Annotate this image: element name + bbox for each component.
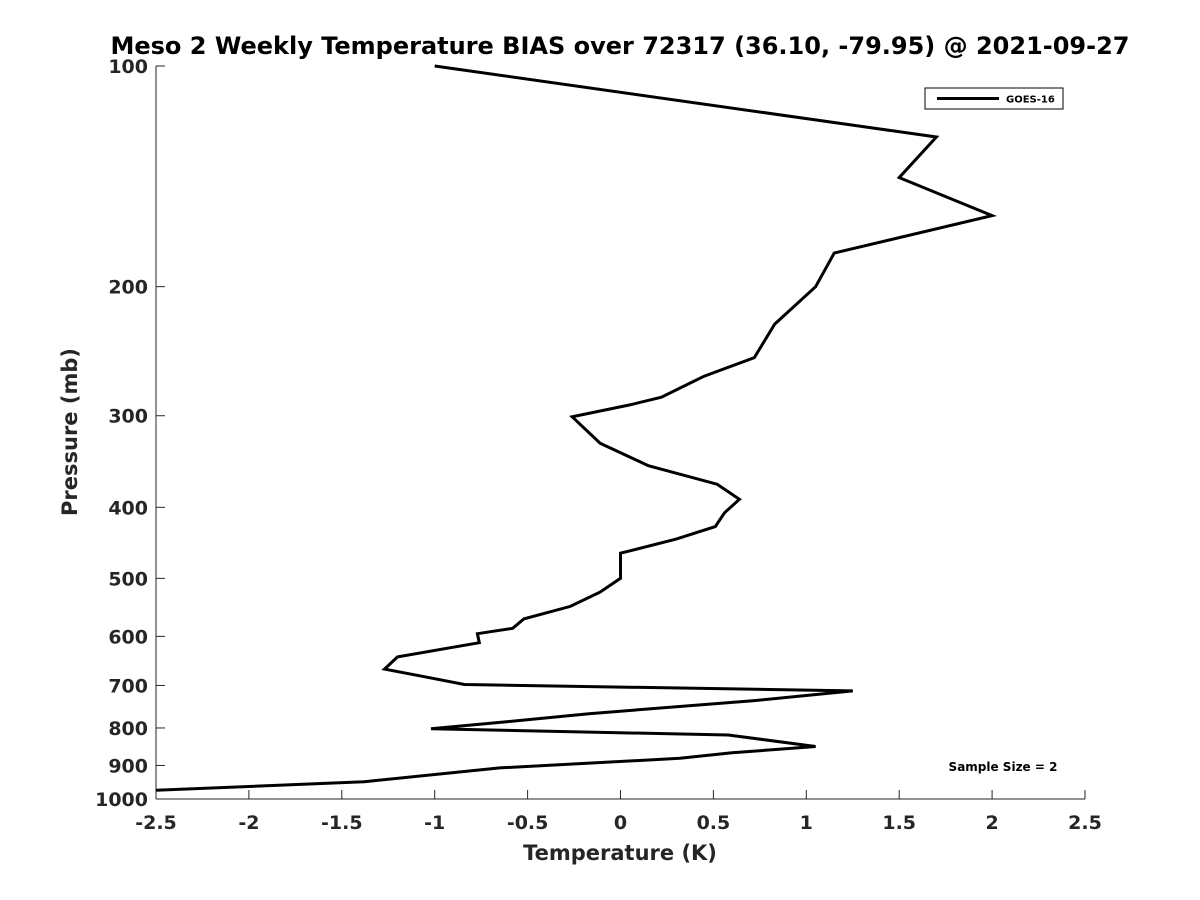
x-tick-label: 2 (985, 812, 998, 834)
y-tick-label: 900 (108, 755, 148, 777)
y-tick-label: 1000 (95, 789, 148, 811)
legend-label: GOES-16 (1006, 95, 1055, 106)
x-tick-label: 2.5 (1068, 812, 1102, 834)
x-tick-label: -0.5 (507, 812, 549, 834)
plot-area (156, 66, 1085, 799)
y-tick-label: 500 (108, 568, 148, 590)
y-tick-label: 100 (108, 56, 148, 78)
y-tick-label: 200 (108, 277, 148, 299)
y-tick-label: 600 (108, 626, 148, 648)
series-line-0 (155, 64, 997, 792)
x-tick-label: -2.5 (135, 812, 177, 834)
x-tick-label: -1.5 (321, 812, 363, 834)
y-tick-label: 700 (108, 675, 148, 697)
sample-size-annotation: Sample Size = 2 (949, 760, 1058, 774)
legend: GOES-16 (924, 87, 1064, 110)
x-axis-label: Temperature (K) (523, 841, 717, 865)
y-tick-label: 800 (108, 718, 148, 740)
x-tick-label: -2 (238, 812, 259, 834)
x-tick-label: 1 (800, 812, 813, 834)
chart-title: Meso 2 Weekly Temperature BIAS over 7231… (110, 32, 1129, 60)
x-tick-label: -1 (424, 812, 445, 834)
y-tick-label: 400 (108, 497, 148, 519)
x-tick-label: 0 (614, 812, 627, 834)
y-tick-label: 300 (108, 406, 148, 428)
series (155, 64, 997, 792)
x-tick-label: 0.5 (697, 812, 731, 834)
x-tick-label: 1.5 (882, 812, 916, 834)
y-axis-label: Pressure (mb) (58, 348, 82, 516)
ticks: -2.5 -2 -1.5 -1 -0.5 0 0.5 1 1.5 2 2.5 100 200 300 400… (95, 56, 1102, 834)
